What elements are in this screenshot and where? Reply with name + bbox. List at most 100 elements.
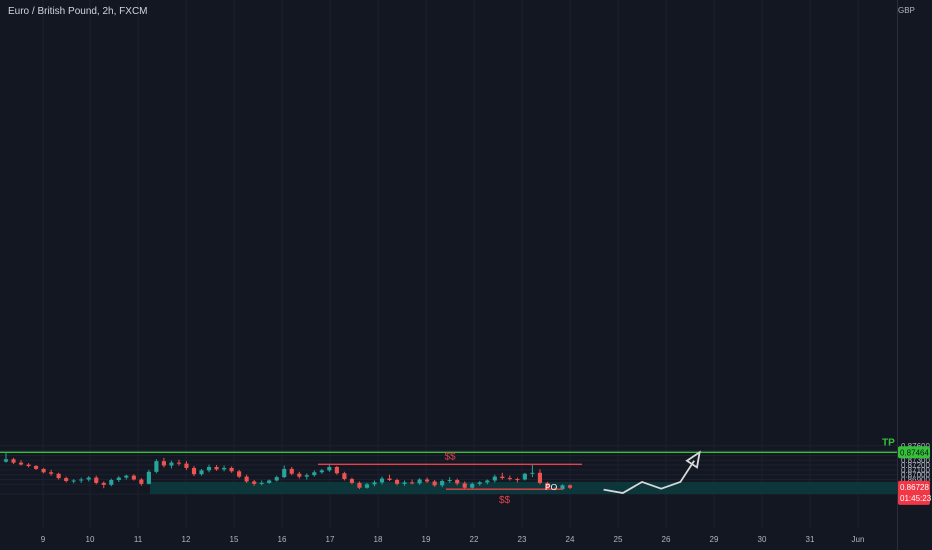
candle-body: [206, 466, 212, 471]
candle-body: [154, 461, 159, 472]
candle-body: [394, 480, 400, 484]
candle-body: [267, 480, 272, 483]
y-tick-label: 0.87000: [901, 471, 930, 480]
x-tick-label: Jun: [852, 535, 865, 544]
po-annotation: PO: [545, 482, 558, 492]
x-tick-label: 19: [422, 535, 431, 544]
candle-body: [71, 480, 76, 482]
liquidity-label: $$: [444, 451, 456, 462]
currency-label: GBP: [898, 6, 915, 15]
candle-body: [259, 482, 264, 484]
candle-body: [116, 477, 121, 481]
candle-body: [507, 478, 512, 480]
candle-body: [387, 478, 392, 481]
candle-body: [567, 485, 573, 488]
x-tick-label: 24: [566, 535, 575, 544]
candle-body: [56, 473, 61, 479]
candle-body: [252, 481, 257, 484]
candle-body: [131, 475, 136, 480]
candle-body: [289, 468, 294, 474]
candle-body: [462, 483, 467, 488]
candle-body: [191, 467, 197, 475]
candle-body: [184, 463, 189, 468]
current-price-badge: 0.86728 01:45:23: [898, 480, 932, 505]
y-tick-label: 0.86900: [901, 476, 930, 485]
candle-body: [26, 464, 31, 467]
time-axis[interactable]: 9 10 11 12 15 16 17 18 19 22 23 24 25 26 29 30 31 Jun: [41, 535, 865, 544]
y-tick-label: 0.87600: [901, 442, 930, 451]
candle-body: [537, 472, 542, 483]
candle-body: [357, 482, 362, 488]
candle-body: [477, 482, 482, 484]
candle-body: [364, 484, 370, 488]
candle-body: [64, 478, 69, 481]
candle-body: [560, 485, 565, 490]
candle-body: [229, 467, 234, 472]
y-tick-label: 0.87300: [901, 456, 930, 465]
candle-body: [470, 483, 475, 488]
candle-body: [3, 459, 9, 462]
candle-body: [440, 480, 445, 486]
x-tick-label: 25: [614, 535, 623, 544]
x-tick-label: 26: [662, 535, 671, 544]
price-axis-border: [897, 0, 898, 550]
x-tick-label: 10: [86, 535, 95, 544]
candle-body: [500, 476, 505, 479]
candle-body: [522, 473, 527, 480]
candle-body: [94, 477, 99, 483]
candle-body: [146, 471, 151, 484]
tp-label: TP: [882, 437, 895, 448]
candle-body: [297, 473, 302, 477]
candle-body: [124, 475, 129, 478]
tp-price-text: 0.87464: [900, 448, 929, 457]
current-price-text: 0.86728: [900, 483, 929, 492]
candle-body: [79, 479, 84, 481]
candle-body: [485, 480, 490, 483]
candle-body: [86, 477, 91, 480]
candle-body: [425, 479, 430, 482]
candle-body: [410, 482, 415, 484]
candle-body: [455, 480, 460, 484]
countdown-text: 01:45:23: [900, 494, 932, 503]
candle-body: [515, 479, 520, 481]
candle-body: [492, 476, 497, 481]
projection-arrowhead: [685, 450, 701, 469]
x-tick-label: 11: [134, 535, 143, 544]
candle-body: [417, 479, 422, 484]
candle-body: [214, 466, 219, 470]
candle-body: [304, 475, 309, 477]
candle-body: [139, 479, 144, 484]
candles: [3, 452, 573, 491]
x-tick-label: 12: [182, 535, 191, 544]
candle-body: [530, 472, 535, 474]
liquidity-marks: $$ $$: [318, 451, 582, 506]
candle-body: [342, 473, 347, 480]
candle-body: [222, 467, 227, 470]
x-tick-label: 9: [41, 535, 46, 544]
candle-body: [101, 482, 106, 485]
candle-body: [176, 462, 182, 464]
liquidity-label: $$: [499, 495, 511, 506]
candle-body: [312, 472, 317, 476]
candle-body: [161, 461, 166, 466]
candle-body: [18, 462, 24, 465]
symbol-title[interactable]: Euro / British Pound, 2h, FXCM: [8, 6, 148, 17]
y-tick-label: 0.87200: [901, 461, 930, 470]
x-tick-label: 15: [230, 535, 239, 544]
candle-body: [349, 479, 354, 483]
x-tick-label: 23: [518, 535, 527, 544]
candle-body: [274, 477, 279, 481]
y-tick-label: 0.87100: [901, 466, 930, 475]
candle-body: [282, 468, 287, 478]
candle-body: [327, 466, 332, 471]
candle-body: [49, 472, 54, 474]
demand-zone: [150, 481, 897, 494]
x-tick-label: 31: [806, 535, 815, 544]
candle-body: [199, 470, 204, 475]
candle-body: [379, 478, 385, 483]
candle-body: [237, 471, 242, 477]
candle-body: [447, 480, 452, 482]
candle-body: [372, 482, 377, 485]
